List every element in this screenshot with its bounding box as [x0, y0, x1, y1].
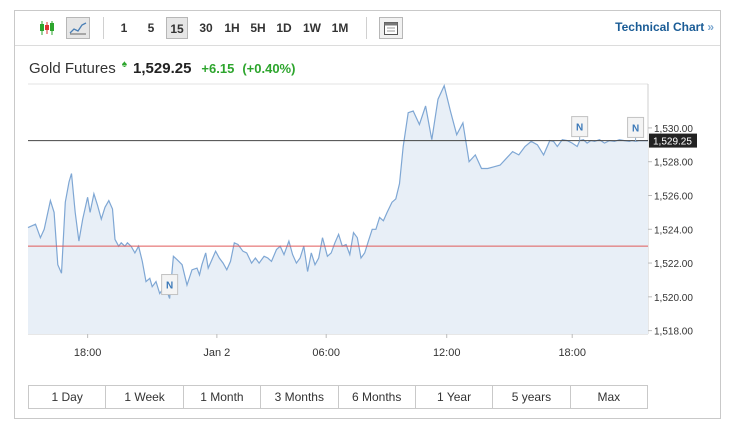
- news-marker[interactable]: [627, 116, 645, 138]
- news-marker-label: N: [632, 123, 639, 134]
- interval-button[interactable]: 1D: [276, 21, 292, 35]
- chart-toolbar: 1 5 15 30 1H 5H 1D 1W 1M Technical Chart»: [15, 11, 720, 46]
- range-button[interactable]: 5 years: [493, 386, 571, 408]
- interval-button[interactable]: 1M: [331, 21, 349, 35]
- price-change-percent: (+0.40%): [242, 60, 296, 76]
- price-line: [27, 83, 648, 299]
- range-button[interactable]: 1 Year: [416, 386, 494, 408]
- interval-button[interactable]: 5H: [250, 21, 266, 35]
- news-marker-label: N: [576, 123, 583, 134]
- y-tick-label: 1,530.00: [654, 124, 693, 135]
- range-button[interactable]: 1 Week: [106, 386, 184, 408]
- x-tick-label: 18:00: [74, 347, 102, 359]
- range-button[interactable]: 1 Day: [29, 386, 107, 408]
- range-button[interactable]: 6 Months: [339, 386, 416, 408]
- current-price-label: 1,529.25: [653, 137, 692, 148]
- interval-button[interactable]: 5: [147, 21, 155, 35]
- y-tick-label: 1,528.00: [654, 158, 693, 169]
- current-price-tag: [649, 133, 697, 148]
- x-tick-label: 12:00: [433, 347, 461, 359]
- instrument-name: Gold Futures: [29, 59, 116, 77]
- range-button[interactable]: Max: [597, 390, 621, 404]
- x-tick-label: 06:00: [312, 347, 340, 359]
- y-tick-label: 1,518.00: [654, 327, 693, 338]
- time-range-bar: 1 Day 1 Week 1 Month 3 Months 6 Months 1 Year…: [28, 385, 648, 409]
- candlestick-icon[interactable]: [36, 17, 58, 39]
- y-tick-label: 1,526.00: [654, 191, 693, 202]
- y-tick-label: 1,520.00: [654, 293, 693, 304]
- chevron-right-icon: »: [707, 20, 714, 34]
- toolbar-separator: [103, 17, 104, 39]
- interval-button[interactable]: 1H: [224, 21, 240, 35]
- price-area-fill: [28, 85, 648, 334]
- y-tick-label: 1,522.00: [654, 259, 693, 270]
- area-chart-icon[interactable]: [66, 17, 90, 39]
- interval-button[interactable]: 15: [166, 17, 188, 39]
- technical-chart-label[interactable]: Technical Chart: [615, 20, 705, 34]
- news-marker[interactable]: [571, 116, 589, 138]
- interval-button[interactable]: 1W: [303, 21, 321, 35]
- last-price: 1,529.25: [133, 59, 192, 77]
- technical-chart-link[interactable]: Technical Chart»: [615, 20, 714, 34]
- calendar-icon[interactable]: [379, 17, 403, 39]
- interval-button[interactable]: 1: [120, 21, 128, 35]
- interval-button[interactable]: 30: [199, 21, 213, 35]
- news-marker[interactable]: [161, 274, 179, 296]
- y-tick-label: 1,524.00: [654, 225, 693, 236]
- range-button[interactable]: 1 Month: [184, 386, 262, 408]
- x-tick-label: 18:00: [558, 347, 586, 359]
- toolbar-separator: [366, 17, 367, 39]
- quote-header: Gold Futures ♠ 1,529.25 +6.15 (+0.40%): [29, 56, 295, 80]
- x-tick-label: Jan 2: [203, 347, 230, 359]
- news-marker-label: N: [166, 281, 173, 292]
- up-arrow-icon: ♠: [121, 58, 128, 70]
- price-change: +6.15: [201, 60, 235, 76]
- range-button[interactable]: 3 Months: [261, 386, 339, 408]
